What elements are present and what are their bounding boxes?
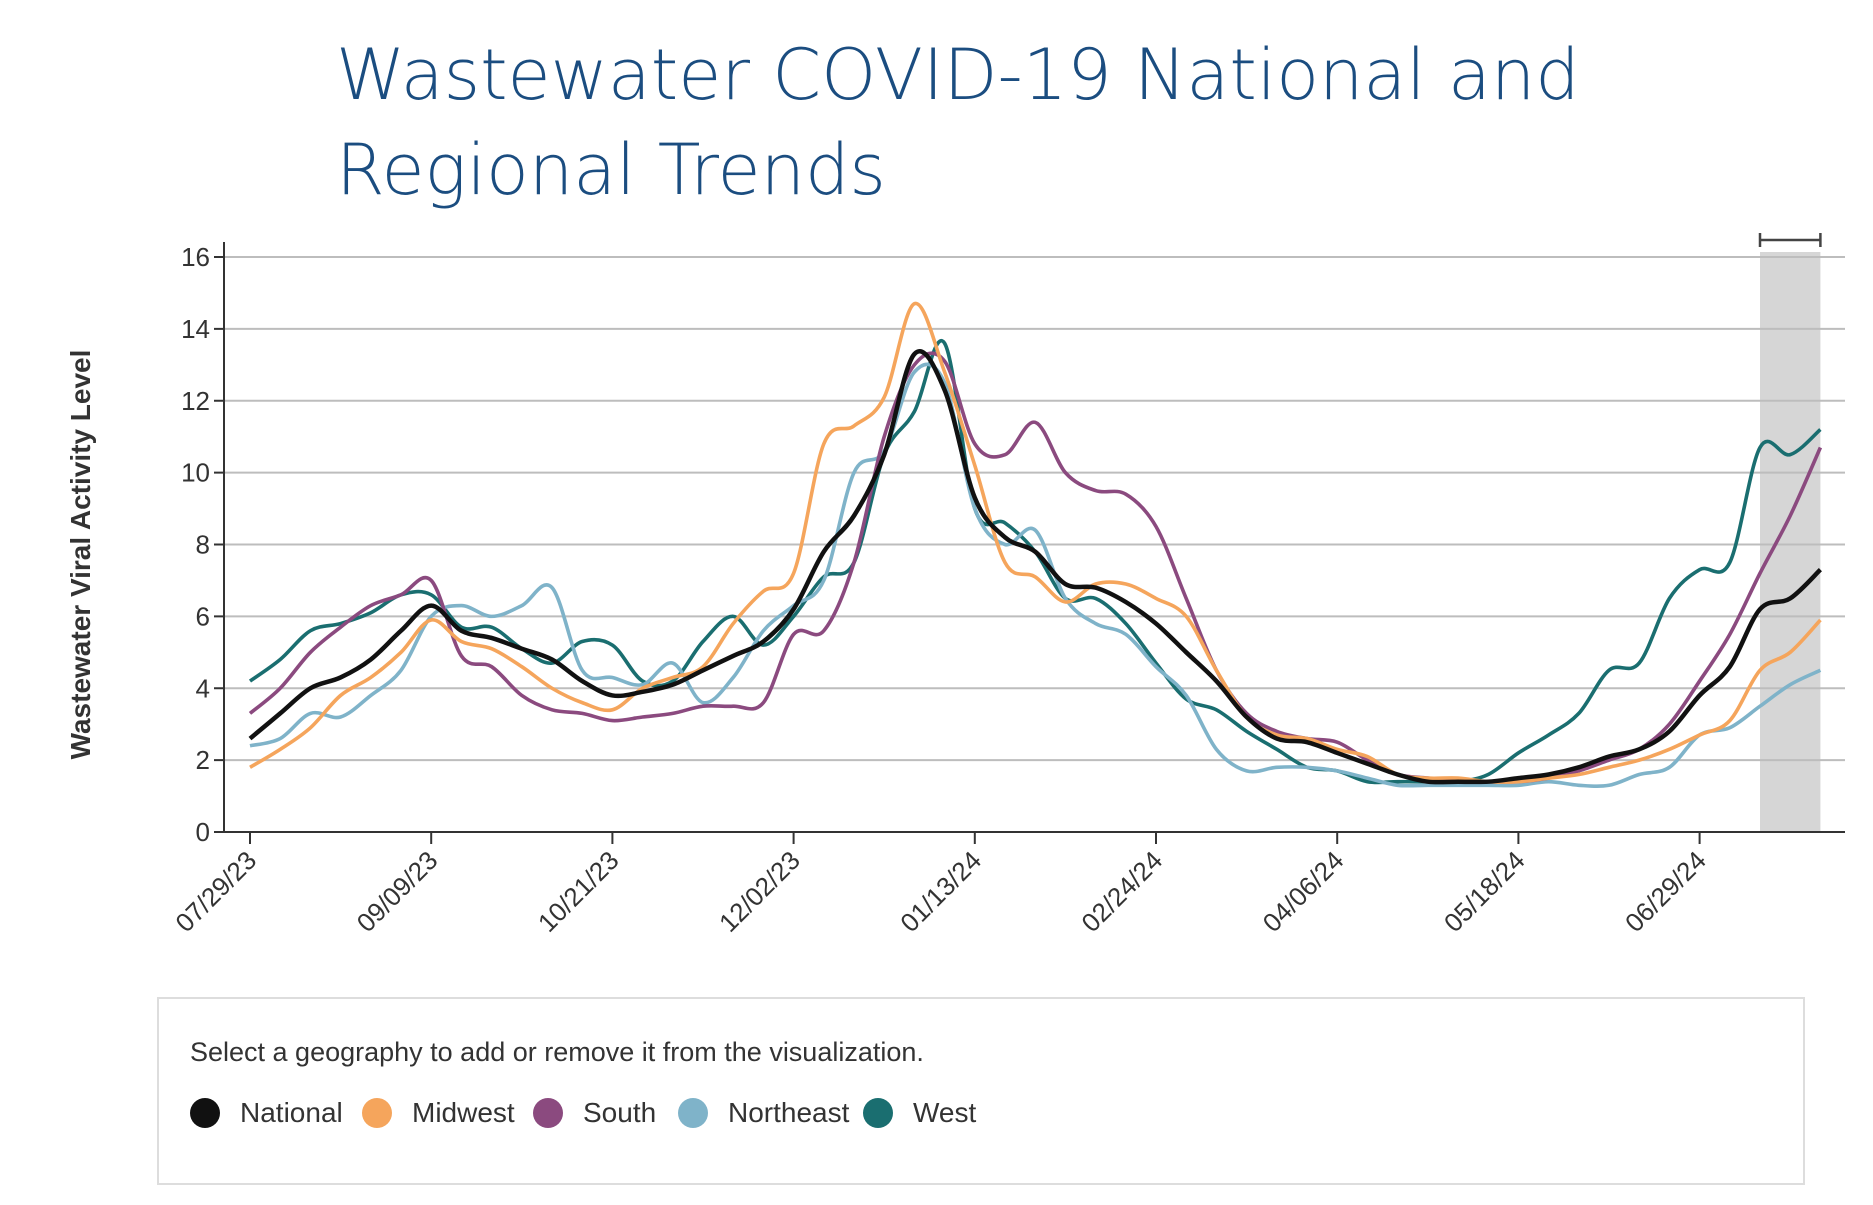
y-tick-label: 16 [181, 242, 210, 272]
y-tick-label: 2 [196, 745, 210, 775]
series-line-national [248, 349, 1822, 785]
legend-instruction: Select a geography to add or remove it f… [190, 1037, 924, 1067]
x-tick-label: 10/21/23 [532, 845, 625, 938]
y-tick-label: 10 [181, 458, 210, 488]
series-line-west [248, 338, 1822, 785]
legend-dot-icon [678, 1098, 708, 1128]
y-tick-label: 14 [181, 314, 210, 344]
legend-dot-icon [863, 1098, 893, 1128]
legend-label: Midwest [412, 1097, 515, 1128]
y-tick-label: 8 [196, 530, 210, 560]
x-tick-label: 09/09/23 [351, 845, 444, 938]
legend-label: National [240, 1097, 343, 1128]
series-line-midwest [249, 301, 1822, 784]
x-tick-label: 12/02/23 [713, 845, 806, 938]
y-tick-label: 6 [196, 601, 210, 631]
y-axis-label: Wastewater Viral Activity Level [65, 350, 96, 760]
provisional-data-band [1760, 252, 1821, 832]
x-tick-label: 07/29/23 [169, 845, 262, 938]
legend-panel: Select a geography to add or remove it f… [157, 997, 1805, 1185]
legend-item-northeast[interactable]: Northeast [678, 1097, 849, 1129]
provisional-range-bracket [1758, 233, 1822, 247]
y-tick-label: 0 [196, 817, 210, 847]
legend-label: South [583, 1097, 657, 1128]
x-tick-label: 01/13/24 [894, 845, 987, 938]
y-tick-label: 4 [196, 673, 210, 703]
series-line-northeast [249, 362, 1822, 789]
x-tick-label: 04/06/24 [1257, 845, 1350, 938]
series-line-south [248, 351, 1823, 784]
x-tick-label: 06/29/24 [1619, 845, 1712, 938]
chart-title-line-1: Wastewater COVID-19 National and [336, 34, 1580, 116]
y-tick-label: 12 [181, 386, 210, 416]
legend-item-south[interactable]: South [533, 1097, 656, 1129]
chart-title-line-2: Regional Trends [336, 129, 886, 211]
legend-item-midwest[interactable]: Midwest [362, 1097, 515, 1129]
line-chart: 0 2 4 6 8 10 12 14 16 07/29/23 09/09/23 10/21/23 12/… [65, 233, 1845, 938]
legend-item-national[interactable]: National [190, 1097, 343, 1129]
legend-label: West [913, 1097, 977, 1128]
legend-dot-icon [190, 1098, 220, 1128]
legend-label: Northeast [728, 1097, 850, 1128]
x-tick-label: 02/24/24 [1075, 845, 1168, 938]
legend-item-west[interactable]: West [863, 1097, 976, 1129]
legend-dot-icon [533, 1098, 563, 1128]
legend-dot-icon [362, 1098, 392, 1128]
x-tick-label: 05/18/24 [1438, 845, 1531, 938]
